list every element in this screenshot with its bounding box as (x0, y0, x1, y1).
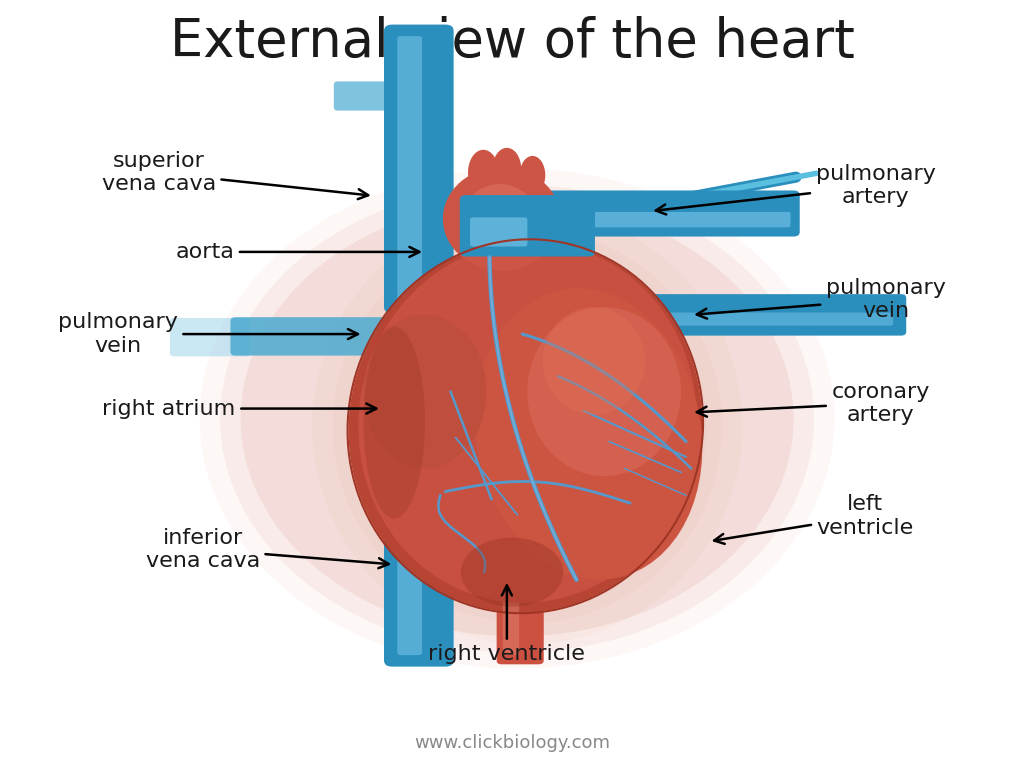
Ellipse shape (241, 201, 794, 636)
Text: pulmonary
vein: pulmonary vein (696, 278, 946, 321)
Ellipse shape (442, 167, 561, 271)
Ellipse shape (220, 184, 814, 653)
FancyBboxPatch shape (497, 518, 544, 664)
Text: coronary
artery: coronary artery (696, 382, 930, 425)
Text: pulmonary
artery: pulmonary artery (655, 164, 936, 214)
Ellipse shape (364, 315, 486, 468)
Ellipse shape (464, 184, 536, 249)
Ellipse shape (520, 156, 545, 194)
Ellipse shape (493, 148, 521, 190)
Text: www.clickbiology.com: www.clickbiology.com (414, 734, 610, 753)
Ellipse shape (312, 208, 742, 644)
Ellipse shape (200, 169, 835, 668)
Text: aorta: aorta (175, 242, 420, 262)
Text: right ventricle: right ventricle (428, 585, 586, 664)
FancyBboxPatch shape (334, 81, 434, 111)
FancyBboxPatch shape (384, 25, 454, 313)
Ellipse shape (461, 538, 563, 607)
Ellipse shape (364, 326, 425, 518)
FancyBboxPatch shape (397, 36, 422, 302)
Ellipse shape (527, 307, 681, 476)
FancyBboxPatch shape (449, 212, 791, 227)
Text: superior
vena cava: superior vena cava (101, 151, 369, 199)
FancyBboxPatch shape (503, 528, 519, 655)
Text: pulmonary
vein: pulmonary vein (57, 313, 358, 356)
Text: External view of the heart: External view of the heart (170, 16, 854, 68)
FancyBboxPatch shape (230, 317, 404, 356)
Ellipse shape (358, 242, 696, 603)
Ellipse shape (475, 288, 702, 580)
Ellipse shape (543, 307, 645, 415)
Ellipse shape (333, 230, 722, 624)
Text: left
ventricle: left ventricle (714, 495, 913, 544)
FancyBboxPatch shape (623, 313, 893, 326)
FancyBboxPatch shape (609, 294, 906, 336)
FancyBboxPatch shape (460, 195, 595, 257)
FancyBboxPatch shape (470, 217, 527, 247)
Ellipse shape (348, 240, 702, 612)
Ellipse shape (468, 150, 499, 196)
Text: inferior
vena cava: inferior vena cava (145, 528, 389, 571)
FancyBboxPatch shape (439, 190, 800, 237)
FancyBboxPatch shape (170, 318, 250, 356)
FancyBboxPatch shape (397, 466, 422, 655)
Text: right atrium: right atrium (102, 399, 377, 419)
FancyBboxPatch shape (384, 455, 454, 667)
